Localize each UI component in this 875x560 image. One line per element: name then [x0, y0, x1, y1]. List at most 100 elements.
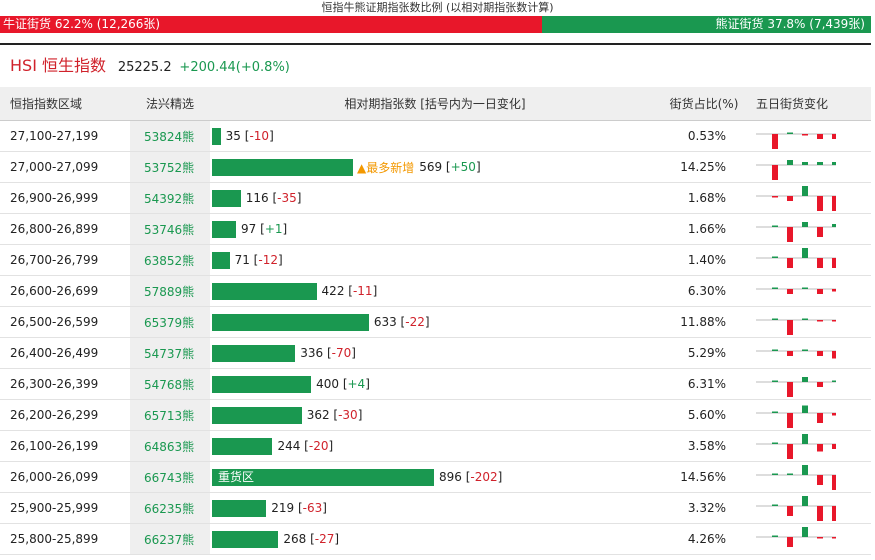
contracts-cell: 422 [-11] — [210, 275, 660, 307]
spark-bar — [832, 320, 836, 322]
contracts-bar-wrap: 362 [-30] — [210, 400, 660, 430]
bracket-open: [ — [253, 253, 259, 267]
spark-bar — [802, 465, 808, 475]
spark-bar — [772, 134, 778, 149]
warrant-code-link[interactable]: 54392熊 — [130, 182, 210, 214]
price-range-cell: 26,000-26,099 — [0, 461, 130, 493]
five-day-sparkline — [756, 248, 836, 268]
share-percent-cell: 0.53% — [660, 120, 748, 152]
contracts-value: 268 [-27] — [283, 532, 340, 546]
share-percent-cell: 3.32% — [660, 492, 748, 524]
spark-bar — [772, 411, 778, 413]
bracket-open: [ — [333, 408, 339, 422]
five-day-spark-cell — [748, 306, 871, 338]
spark-bar — [787, 320, 793, 335]
table-row: 26,300-26,399 54768熊 400 [+4] 6.31% — [0, 368, 871, 400]
spark-bar — [787, 160, 793, 165]
bracket-open: [ — [297, 501, 303, 515]
bracket-close: ] — [365, 377, 370, 391]
bracket-close: ] — [277, 253, 283, 267]
price-range-cell: 27,100-27,199 — [0, 120, 130, 152]
bracket-close: ] — [334, 532, 340, 546]
five-day-spark-cell — [748, 492, 871, 524]
spark-bar — [787, 132, 793, 134]
warrant-code-link[interactable]: 66237熊 — [130, 523, 210, 555]
price-range-cell: 26,300-26,399 — [0, 368, 130, 400]
spark-bar — [787, 473, 793, 475]
warrant-code-link[interactable]: 66235熊 — [130, 492, 210, 524]
warrant-code-link[interactable]: 64863熊 — [130, 430, 210, 462]
share-percent-cell: 6.30% — [660, 275, 748, 307]
contracts-bar-wrap: 重货区 896 [-202] — [210, 462, 660, 492]
five-day-spark-cell — [748, 213, 871, 245]
contracts-bar — [212, 530, 279, 548]
index-name[interactable]: HSI 恒生指数 — [10, 56, 106, 75]
cbbc-distribution-table: 恒指指数区域 法兴精选 相对期指张数 [括号内为一日变化] 街货占比(%) 五日… — [0, 87, 871, 555]
spark-bar — [787, 444, 793, 459]
heavy-zone-label: 重货区 — [218, 469, 255, 484]
spark-bar — [802, 222, 808, 227]
spark-bar — [802, 248, 808, 258]
five-day-spark-cell — [748, 151, 871, 183]
table-row: 27,000-27,099 53752熊 ▲最多新增 569 [+50] 14.25% — [0, 151, 871, 183]
spark-bar — [832, 289, 836, 292]
five-day-sparkline — [756, 287, 836, 294]
five-day-spark-cell — [748, 182, 871, 214]
warrant-code-link[interactable]: 54737熊 — [130, 337, 210, 369]
price-range-cell: 26,900-26,999 — [0, 182, 130, 214]
daily-change: +4 — [347, 377, 366, 391]
spark-bar — [772, 165, 778, 180]
warrant-code-link[interactable]: 65379熊 — [130, 306, 210, 338]
contracts-value: 71 [-12] — [234, 253, 283, 267]
contracts-value: 219 [-63] — [271, 501, 327, 515]
spark-bar — [802, 434, 808, 444]
contracts-bar-wrap: 116 [-35] — [210, 183, 660, 213]
contracts-bar: 重货区 — [212, 468, 434, 486]
five-day-sparkline — [756, 318, 836, 335]
bracket-open: [ — [310, 532, 315, 546]
warrant-code-link[interactable]: 65713熊 — [130, 399, 210, 431]
warrant-code-link[interactable]: 53746熊 — [130, 213, 210, 245]
contracts-bar — [212, 313, 369, 331]
bracket-close: ] — [328, 439, 334, 453]
spark-bar — [817, 196, 823, 211]
spark-bar — [787, 413, 793, 428]
share-percent-cell: 5.29% — [660, 337, 748, 369]
spark-bar — [832, 537, 836, 539]
share-percent-cell: 14.25% — [660, 151, 748, 183]
warrant-code-link[interactable]: 57889熊 — [130, 275, 210, 307]
warrant-code-link[interactable]: 54768熊 — [130, 368, 210, 400]
five-day-sparkline — [756, 132, 836, 149]
warrant-code-link[interactable]: 53824熊 — [130, 120, 210, 152]
warrant-code-link[interactable]: 63852熊 — [130, 244, 210, 276]
index-price: 25225.2 — [117, 60, 172, 75]
spark-bar — [817, 506, 823, 521]
five-day-spark-cell — [748, 430, 871, 462]
table-row: 25,900-25,999 66235熊 219 [-63] 3.32% — [0, 492, 871, 524]
price-range-cell: 25,900-25,999 — [0, 492, 130, 524]
daily-change: -63 — [302, 501, 323, 515]
five-day-sparkline — [756, 160, 836, 180]
warrant-code-link[interactable]: 66743熊 — [130, 461, 210, 493]
spark-bar — [772, 225, 778, 227]
table-row: 26,600-26,699 57889熊 422 [-11] 6.30% — [0, 275, 871, 307]
daily-change: -30 — [338, 408, 358, 422]
contracts-bar — [212, 375, 312, 393]
spark-bar — [817, 351, 823, 356]
contracts-cell: 重货区 896 [-202] — [210, 461, 660, 493]
spark-bar — [817, 258, 823, 268]
contracts-value: 362 [-30] — [306, 408, 363, 422]
contracts-value: 400 [+4] — [316, 377, 370, 391]
contracts-bar — [212, 220, 237, 238]
contracts-bar — [212, 344, 296, 362]
contracts-bar-wrap: 633 [-22] — [210, 307, 660, 337]
price-range-cell: 26,500-26,599 — [0, 306, 130, 338]
spark-bar — [787, 537, 793, 547]
spark-bar — [832, 162, 836, 165]
warrant-code-link[interactable]: 53752熊 — [130, 151, 210, 183]
contracts-bar — [212, 437, 273, 455]
spark-bar — [802, 287, 808, 289]
spark-bar — [802, 349, 808, 351]
five-day-sparkline — [756, 222, 836, 242]
spark-bar — [832, 380, 836, 382]
